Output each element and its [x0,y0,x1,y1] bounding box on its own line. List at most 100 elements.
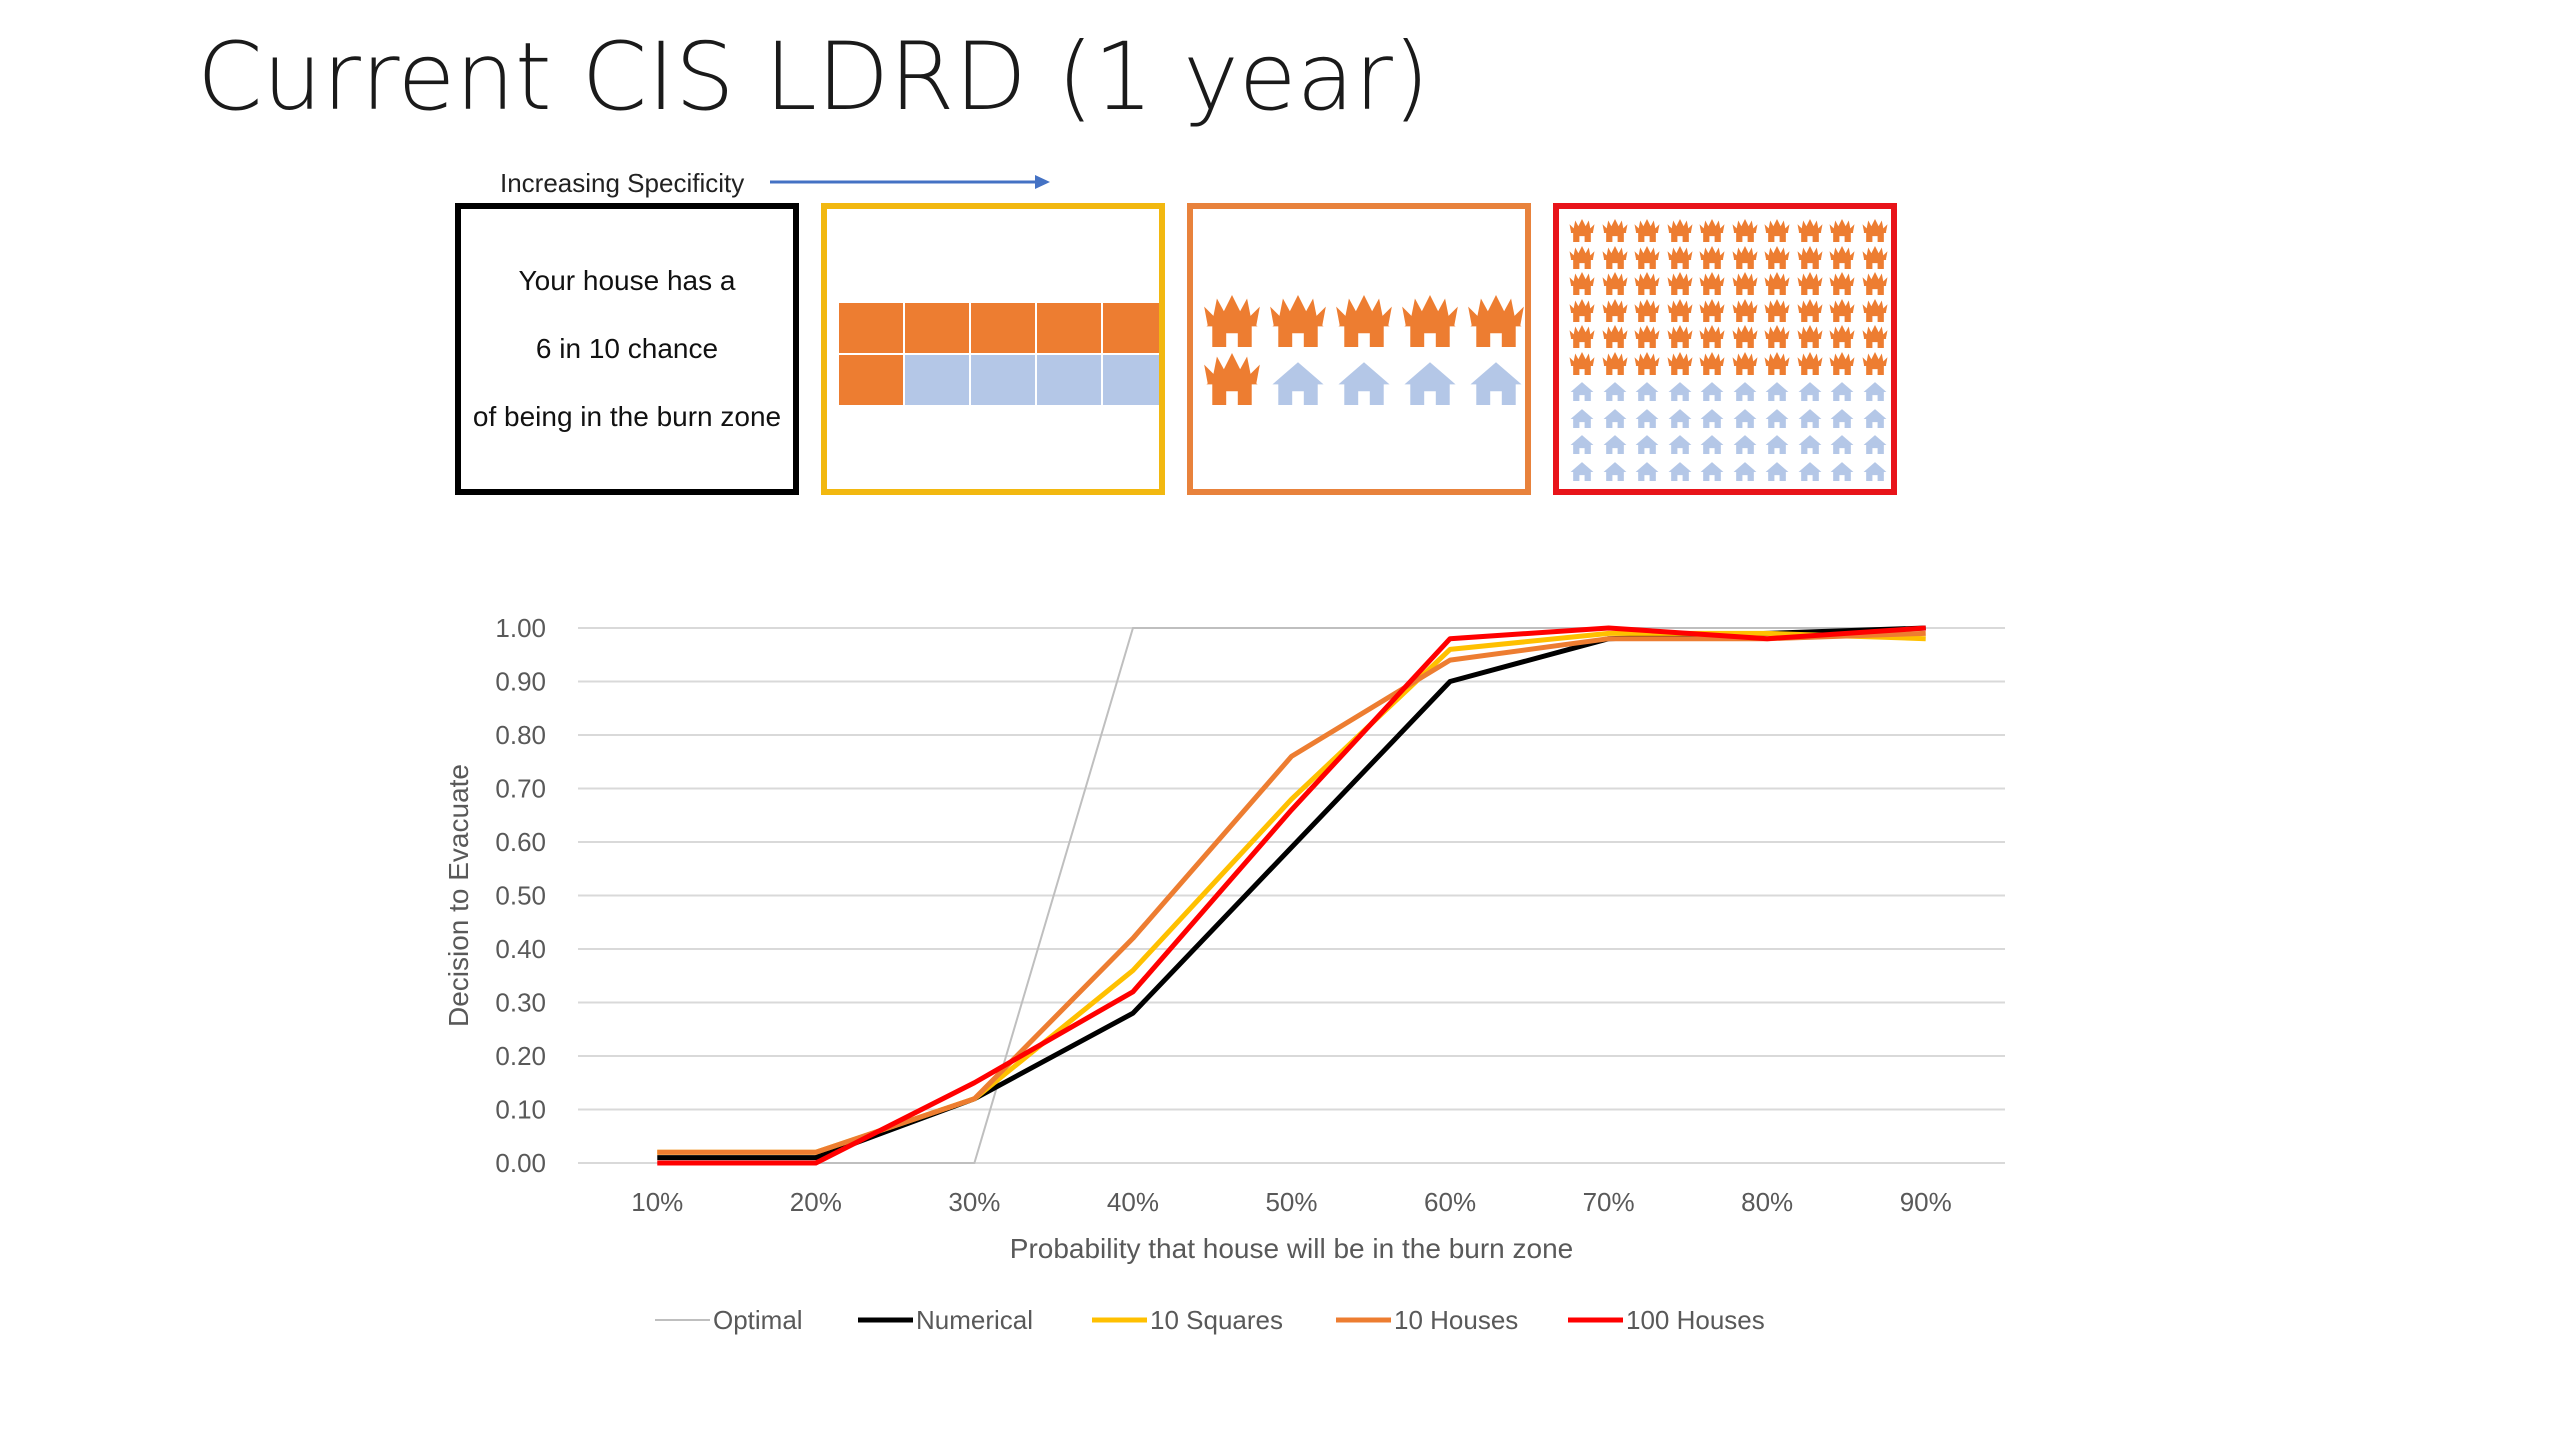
burning-house-icon [1764,325,1790,349]
house-icon [1570,408,1594,428]
burning-house-icon [1829,298,1855,322]
house-icon [1830,382,1854,402]
y-tick-label: 0.30 [495,988,546,1018]
burning-house-icon [1634,325,1660,349]
house-icon [1404,362,1456,406]
y-tick-label: 1.00 [495,613,546,643]
house-icon [1668,435,1691,455]
burning-house-icon [1569,298,1595,322]
burning-house-icon [1764,298,1790,322]
burning-house-icon [1699,272,1725,296]
house-icon [1733,408,1756,428]
x-tick-label: 50% [1265,1187,1317,1217]
burning-house-icon [1569,219,1595,243]
house-icon [1635,382,1659,402]
burning-house-icon [1602,351,1627,375]
house-icon [1733,461,1756,481]
burning-house-icon [1732,325,1757,349]
ten-houses-panel [1187,203,1531,495]
house-icon [1863,461,1886,481]
specificity-label: Increasing Specificity [500,168,745,198]
house-icon [1570,435,1594,455]
series-line-optimal [657,627,1926,1164]
house-icon [1863,408,1886,428]
burning-house-icon [1797,351,1822,375]
burning-house-icon [1569,351,1595,375]
house-icon [1668,382,1691,402]
burning-house-icon [1602,325,1627,349]
burning-house-icon [1829,219,1855,243]
x-tick-label: 30% [948,1187,1000,1217]
burning-house-icon [1336,295,1392,348]
house-icon [1733,435,1756,455]
house-icon [1603,461,1626,481]
burning-house-icon [1634,245,1660,269]
house-icon [1603,435,1626,455]
y-tick-label: 0.20 [495,1041,546,1071]
x-tick-label: 20% [790,1187,842,1217]
burning-house-icon [1797,219,1822,243]
burning-house-icon [1569,272,1595,296]
house-icon [1603,382,1626,402]
burning-house-icon [1764,219,1790,243]
house-icon [1570,461,1594,481]
burning-house-icon [1797,325,1822,349]
x-tick-label: 70% [1583,1187,1635,1217]
burning-house-icon [1797,298,1822,322]
square-filled [839,355,903,405]
burning-house-icon [1699,245,1725,269]
burning-house-icon [1862,325,1887,349]
house-icon [1700,435,1724,455]
burning-house-icon [1732,219,1757,243]
burning-house-icon [1402,295,1458,348]
x-tick-label: 60% [1424,1187,1476,1217]
burning-house-icon [1667,298,1692,322]
y-tick-label: 0.70 [495,774,546,804]
burning-house-icon [1468,295,1524,348]
series-line-10-houses [657,630,1926,1155]
burning-house-icon [1829,272,1855,296]
burning-house-icon [1829,325,1855,349]
house-icon [1635,435,1659,455]
burning-house-icon [1699,298,1725,322]
square-filled [1037,303,1101,353]
burning-house-icon [1699,219,1725,243]
burning-house-icon [1732,272,1757,296]
burning-house-icon [1634,272,1660,296]
burning-house-icon [1602,245,1627,269]
x-tick-label: 80% [1741,1187,1793,1217]
house-icon [1733,382,1756,402]
burning-house-icon [1732,298,1757,322]
legend-label: Numerical [916,1305,1033,1335]
burning-house-icon [1634,351,1660,375]
hundred-houses-panel [1553,203,1897,495]
burning-house-icon [1270,295,1326,348]
house-icon [1635,461,1659,481]
x-tick-label: 90% [1900,1187,1952,1217]
burning-house-icon [1829,351,1855,375]
square-empty [971,355,1035,405]
y-axis-title: Decision to Evacuate [443,764,474,1027]
house-icon [1830,435,1854,455]
x-tick-label: 10% [631,1187,683,1217]
house-icon [1603,408,1626,428]
burning-house-icon [1204,353,1260,406]
square-filled [905,303,969,353]
burning-house-icon [1667,272,1692,296]
house-icon [1798,461,1821,481]
house-icon [1700,408,1724,428]
burning-house-icon [1797,272,1822,296]
x-axis-title: Probability that house will be in the bu… [1010,1233,1573,1264]
series-line-numerical [657,625,1926,1161]
y-tick-label: 0.40 [495,934,546,964]
house-icon [1830,461,1854,481]
numerical-panel: Your house has a 6 in 10 chance of being… [455,203,799,495]
house-icon [1765,435,1789,455]
statement-line-1: Your house has a [518,265,736,296]
burning-house-icon [1602,219,1627,243]
statement-line-3: of being in the burn zone [472,401,782,432]
burning-house-icon [1204,295,1260,348]
y-tick-label: 0.60 [495,827,546,857]
house-icon [1470,362,1522,406]
